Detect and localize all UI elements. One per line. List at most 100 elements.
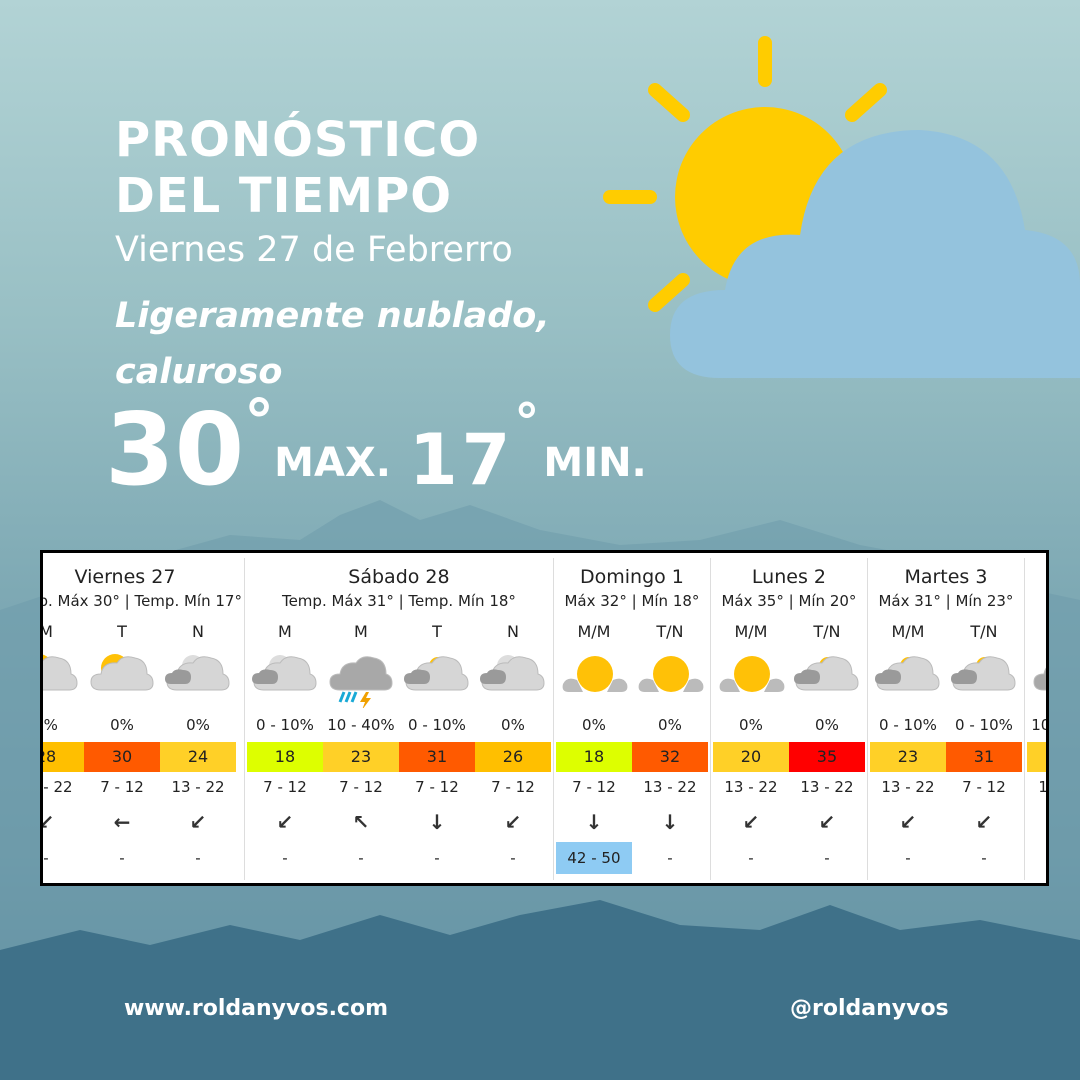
wind-speed: 13 - 22 — [171, 778, 225, 796]
day-column: Lunes 2 Máx 35° | Mín 20° M/M 0% 20 13 - 2… — [711, 558, 868, 880]
precipitation: 10 - 40% — [1031, 716, 1049, 734]
day-temp-range: Temp. Máx 30° | Temp. Mín 17° — [43, 592, 242, 610]
precipitation: 0 - 10% — [408, 716, 466, 734]
period-column: M 0% 28 13 - 22 ↙ - — [40, 618, 84, 874]
precipitation: 0 - 10% — [256, 716, 314, 734]
sunny-icon — [556, 646, 632, 708]
wind-gust: - — [981, 849, 987, 867]
temperature-cell: 24 — [160, 742, 236, 772]
day-title: Domingo 1 — [580, 566, 684, 588]
temperature-cell: 35 — [788, 742, 865, 772]
wind-gust: - — [824, 849, 830, 867]
day-temp-range: Máx — [1027, 592, 1046, 618]
wind-speed: 13 - 22 — [800, 778, 854, 796]
sunny-icon — [632, 646, 708, 708]
day-title: Miércoles 4 — [1027, 566, 1046, 592]
storm-icon — [323, 646, 399, 708]
wind-gust: - — [510, 849, 516, 867]
period-label: M/M — [891, 622, 925, 641]
night-cloud-icon — [247, 646, 323, 708]
wind-gust: - — [667, 849, 673, 867]
wind-gust: - — [1027, 842, 1046, 874]
day-title: Viernes 27 — [74, 566, 176, 588]
period-label: T/N — [656, 622, 684, 641]
precipitation: 0% — [739, 716, 763, 734]
temperature-cell: 30 — [84, 742, 160, 772]
precipitation: 0 - 10% — [955, 716, 1013, 734]
title-line-1: PRONÓSTICO — [115, 112, 481, 168]
period-label: M — [40, 622, 53, 641]
period-column: M/M 10 - 40% 25 13 - 22 ↙ - — [1026, 618, 1049, 874]
period-column: N 0% 24 13 - 22 ↙ - — [160, 618, 236, 874]
sun-cloud-icon — [43, 646, 84, 708]
precipitation: 0% — [43, 716, 58, 734]
wind-speed: 7 - 12 — [339, 778, 383, 796]
period-column: T/N 0 - 10% 31 7 - 12 ↙ - — [945, 618, 1022, 874]
max-temp: 30 — [105, 391, 245, 508]
day-title: Martes 3 — [904, 566, 988, 588]
period-label: T/N — [813, 622, 841, 641]
wind-speed: 7 - 12 — [962, 778, 1006, 796]
wind-gust: 42 - 50 — [555, 842, 632, 874]
wind-gust: - — [358, 849, 364, 867]
night-cloud-icon — [475, 646, 551, 708]
wind-direction-arrow-icon: ← — [113, 810, 131, 834]
wind-gust: - — [119, 849, 125, 867]
wind-gust: - — [282, 849, 288, 867]
day-column: Miércoles 4MáxM/M 10 - 40% 25 13 - 22 ↙ … — [1025, 558, 1049, 880]
period-column: M/M 0 - 10% 23 13 - 22 ↙ - — [869, 618, 946, 874]
sun-cloud-icon — [84, 646, 160, 708]
precipitation: 10 - 40% — [327, 716, 395, 734]
day-temp-range: Máx 31° | Mín 23° — [878, 592, 1014, 610]
sun-behind-cloud-icon — [946, 646, 1022, 708]
wind-direction-arrow-icon: ↙ — [189, 810, 207, 834]
precipitation: 0 - 10% — [879, 716, 937, 734]
temperature-cell: 18 — [246, 742, 323, 772]
period-column: N 0% 26 7 - 12 ↙ - — [474, 618, 551, 874]
period-label: M/M — [734, 622, 768, 641]
temperature-cell: 23 — [322, 742, 399, 772]
night-cloud-icon — [160, 646, 236, 708]
min-label: MIN. — [543, 440, 647, 486]
temperature-cell: 31 — [945, 742, 1022, 772]
wind-direction-arrow-icon: ↙ — [43, 802, 84, 842]
precipitation: 0% — [110, 716, 134, 734]
wind-gust: - — [905, 849, 911, 867]
wind-gust: - — [195, 849, 201, 867]
website-link[interactable]: www.roldanyvos.com — [124, 996, 389, 1021]
period-column: M/M 0% 18 7 - 12 ↓ 42 - 50 — [555, 618, 632, 874]
wind-direction-arrow-icon: ↓ — [428, 810, 446, 834]
temperature-summary: 30 ° MAX. 17 ° MIN. — [105, 391, 647, 508]
period-column: T/N 0% 35 13 - 22 ↙ - — [788, 618, 865, 874]
wind-speed: 13 - 22 — [881, 778, 935, 796]
min-degree: ° — [514, 393, 540, 451]
social-handle[interactable]: @roldanyvos — [790, 996, 949, 1021]
forecast-date: Viernes 27 de Febrerro — [115, 230, 513, 270]
day-temp-range: Máx 32° | Mín 18° — [564, 592, 700, 610]
wind-speed: 13 - 22 — [724, 778, 778, 796]
temperature-cell: 32 — [631, 742, 708, 772]
precipitation: 0% — [501, 716, 525, 734]
wind-direction-arrow-icon: ↓ — [661, 810, 679, 834]
wind-direction-arrow-icon: ↙ — [276, 810, 294, 834]
forecast-table: Viernes 27Temp. Máx 30° | Temp. Mín 17°M… — [40, 550, 1049, 886]
period-label: N — [506, 622, 519, 641]
sun-behind-cloud-icon — [399, 646, 475, 708]
wind-gust: - — [748, 849, 754, 867]
min-temp: 17 — [408, 419, 515, 501]
period-column: M 0 - 10% 18 7 - 12 ↙ - — [246, 618, 323, 874]
precipitation: 0% — [186, 716, 210, 734]
period-label: T — [117, 622, 127, 641]
period-column: M 10 - 40% 23 7 - 12 ↖ - — [322, 618, 399, 874]
temperature-cell: 28 — [43, 742, 84, 772]
wind-direction-arrow-icon: ↙ — [504, 810, 522, 834]
sun-behind-cloud-icon — [789, 646, 865, 708]
temperature-cell: 25 — [1026, 742, 1046, 772]
day-temp-range: Temp. Máx 31° | Temp. Mín 18° — [281, 592, 516, 610]
temperature-cell: 18 — [555, 742, 632, 772]
max-degree: ° — [244, 387, 275, 457]
wind-speed: 7 - 12 — [100, 778, 144, 796]
wind-direction-arrow-icon: ↙ — [818, 810, 836, 834]
period-label: M — [354, 622, 368, 641]
wind-speed: 7 - 12 — [572, 778, 616, 796]
